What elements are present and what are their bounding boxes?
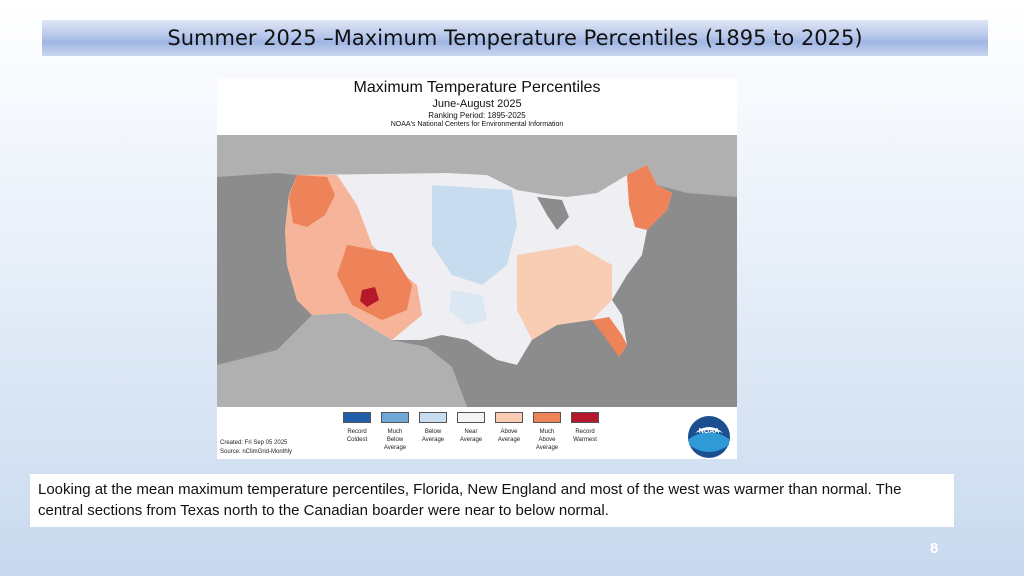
us-percentile-map [217,135,737,407]
noaa-logo-bird [695,427,723,433]
legend-label: Much Above Average [535,429,559,451]
mexico-land [217,313,467,407]
legend-item: Much Above Average [527,412,567,452]
arizona-record-warm [360,287,379,307]
created-date: Created: Fri Sep 05 2025 [220,440,288,446]
map-title: Maximum Temperature Percentiles [353,79,601,96]
legend-swatch [343,412,371,423]
southeast-above [517,245,612,340]
map-ranking-period: Ranking Period: 1895-2025 [428,111,526,120]
slide-caption: Looking at the mean maximum temperature … [30,474,954,527]
canada-land [217,135,737,197]
great-lakes [537,197,569,230]
legend-item: Near Average [451,412,491,444]
new-england-much-above [627,165,672,230]
map-subtitle: June-August 2025 [432,98,522,110]
legend-label: Near Average [459,429,483,443]
legend-label: Much Below Average [383,429,407,451]
slide-title: Summer 2025 –Maximum Temperature Percent… [167,26,863,50]
florida-much-above [592,317,627,357]
legend-item: Below Average [413,412,453,444]
legend-item: Above Average [489,412,529,444]
legend-item: Much Below Average [375,412,415,452]
legend-item: Record Coldest [337,412,377,444]
data-source: Source: nClimGrid-Monthly [220,449,293,455]
central-below-region [432,185,517,285]
legend-label: Above Average [497,429,521,443]
legend-label: Record Warmest [573,429,597,443]
noaa-logo: NOAA [688,416,730,458]
texas-below-patch [449,290,487,325]
gulf-water [467,320,607,407]
slide-title-bar: Summer 2025 –Maximum Temperature Percent… [42,20,988,56]
legend-label: Record Coldest [346,429,368,443]
pacific-nw-much-above [289,175,335,227]
legend-swatch [381,412,409,423]
legend-swatch [495,412,523,423]
legend-swatch [419,412,447,423]
noaa-logo-wave [689,432,729,452]
legend-swatch [457,412,485,423]
legend-label: Below Average [421,429,445,443]
page-number: 8 [930,540,939,557]
temperature-map-panel: Maximum Temperature Percentiles June-Aug… [217,79,737,459]
legend: Record Coldest Much Below Average Below Av… [337,412,607,458]
noaa-logo-text: NOAA [699,428,720,435]
legend-item: Record Warmest [565,412,605,444]
legend-swatch [571,412,599,423]
map-agency: NOAA's National Centers for Environmenta… [390,121,564,128]
legend-swatch [533,412,561,423]
southwest-much-above [337,245,412,320]
